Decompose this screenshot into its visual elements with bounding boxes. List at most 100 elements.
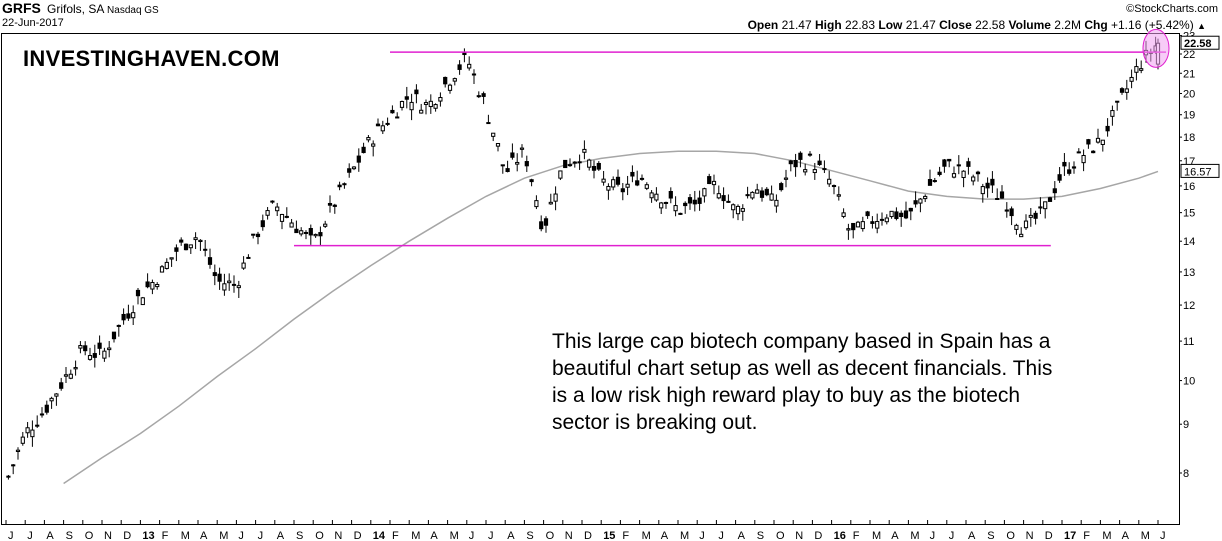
x-tick-label: J	[469, 530, 475, 541]
x-tick-label: M	[219, 530, 228, 541]
price-bar	[59, 382, 64, 389]
x-tick-label: D	[354, 530, 362, 541]
price-bar	[1139, 68, 1144, 71]
x-tick-label: O	[85, 530, 94, 541]
breakout-highlight	[1142, 28, 1170, 68]
price-bar	[951, 173, 957, 178]
plot-area	[1, 33, 1180, 525]
x-tick-label: O	[546, 530, 555, 541]
price-bar	[611, 179, 616, 188]
price-bar	[452, 78, 457, 82]
price-bar	[755, 189, 760, 194]
price-bar	[1095, 137, 1101, 143]
y-tick-label: 10	[1183, 376, 1195, 388]
chg-value: +1.16 (+5.42%)	[1111, 18, 1194, 32]
x-tick-label: D	[1045, 530, 1053, 541]
price-bar	[726, 200, 731, 203]
price-bar	[1067, 169, 1072, 174]
price-bar	[279, 213, 285, 222]
price-bar	[97, 342, 102, 349]
source-credit: ©StockCharts.com	[1126, 3, 1218, 15]
close-label: Close	[939, 18, 972, 32]
price-bar	[956, 164, 961, 167]
price-bar	[1081, 154, 1086, 164]
price-bar	[380, 125, 385, 132]
price-bar	[121, 313, 126, 321]
price-bar	[35, 424, 40, 427]
price-bar	[980, 186, 985, 195]
price-bar	[236, 285, 241, 289]
price-bar	[212, 272, 217, 277]
x-tick-label: N	[334, 530, 342, 541]
price-bar	[366, 137, 371, 141]
price-bar	[870, 221, 875, 224]
price-bar	[539, 221, 544, 230]
price-bar	[361, 146, 366, 154]
price-bar	[1105, 125, 1110, 132]
x-tick-label: N	[565, 530, 573, 541]
price-bar	[577, 161, 582, 164]
price-bar	[918, 198, 923, 204]
price-bar	[1028, 214, 1033, 218]
price-bar	[515, 161, 520, 165]
price-bar	[145, 281, 150, 288]
price-bar	[903, 210, 909, 219]
x-tick-label: D	[584, 530, 592, 541]
y-tick-label: 15	[1183, 208, 1195, 220]
price-bar	[1047, 197, 1053, 202]
price-bar	[505, 168, 510, 173]
price-bar	[342, 183, 347, 186]
price-bar	[735, 205, 741, 215]
price-bar	[1014, 224, 1019, 230]
price-bar	[467, 63, 472, 69]
price-bar	[169, 257, 174, 260]
price-bar	[270, 200, 275, 203]
price-bar	[630, 171, 635, 177]
price-bar	[476, 95, 481, 98]
high-label: High	[814, 18, 842, 32]
price-bar	[990, 178, 995, 186]
price-bar	[419, 109, 424, 114]
x-tick-label: J	[699, 530, 705, 541]
price-bar	[284, 215, 289, 218]
y-tick-label: 13	[1183, 267, 1195, 279]
price-bar	[812, 169, 817, 174]
price-bar	[457, 64, 462, 70]
price-bar	[731, 204, 736, 211]
price-bar	[702, 188, 707, 197]
price-bar	[183, 243, 189, 251]
price-bar	[1091, 150, 1096, 154]
price-bar	[745, 194, 750, 197]
price-bar	[395, 116, 400, 119]
price-bar	[150, 281, 155, 290]
x-tick-label: J	[8, 530, 14, 541]
annotation-text: This large cap biotech company based in …	[552, 330, 1053, 434]
price-bar	[116, 324, 121, 327]
y-tick-label: 20	[1183, 88, 1195, 100]
ticker-symbol: GRFS	[2, 0, 41, 16]
price-bar	[207, 257, 213, 265]
price-bar	[399, 101, 405, 108]
price-bar	[764, 188, 769, 196]
price-bar	[1086, 139, 1091, 145]
price-bar	[198, 239, 203, 243]
price-bar	[1004, 209, 1009, 212]
price-bar	[793, 159, 798, 168]
price-bar	[428, 100, 433, 108]
x-tick-label: F	[853, 530, 860, 541]
price-bar	[663, 201, 669, 204]
price-bar	[803, 169, 808, 173]
price-bar	[836, 194, 841, 197]
price-bar	[769, 193, 774, 201]
ma-value-label: 16.57	[1184, 166, 1212, 178]
price-bar	[817, 160, 822, 166]
price-bar	[155, 284, 160, 288]
price-bar	[30, 429, 35, 438]
price-bar	[1052, 188, 1057, 194]
x-tick-label: F	[162, 530, 169, 541]
price-bar	[1134, 66, 1139, 73]
price-bar	[87, 355, 93, 360]
price-bar	[783, 177, 789, 180]
price-bar	[188, 244, 193, 249]
price-bar	[673, 205, 678, 212]
